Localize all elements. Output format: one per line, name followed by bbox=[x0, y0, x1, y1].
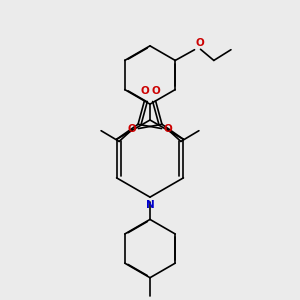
Text: N: N bbox=[146, 200, 154, 210]
Text: O: O bbox=[140, 86, 149, 96]
Text: O: O bbox=[128, 124, 136, 134]
Text: O: O bbox=[151, 86, 160, 96]
Text: O: O bbox=[164, 124, 172, 134]
Text: O: O bbox=[196, 38, 205, 48]
